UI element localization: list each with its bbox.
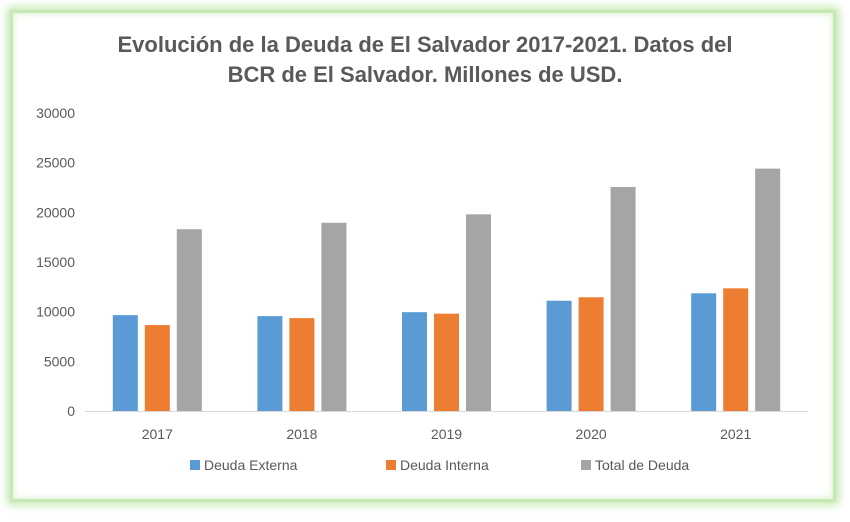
y-tick-label: 5000 bbox=[44, 353, 75, 369]
x-tick-label: 2020 bbox=[576, 426, 607, 442]
x-tick-label: 2021 bbox=[720, 426, 751, 442]
chart-title-line-2: BCR de El Salvador. Millones de USD. bbox=[227, 62, 623, 87]
bar-deuda-externa-2021 bbox=[691, 293, 717, 411]
y-axis: 30000 25000 20000 15000 10000 5000 0 bbox=[36, 105, 75, 419]
y-tick-label: 10000 bbox=[36, 304, 75, 320]
chart-title-line-1: Evolución de la Deuda de El Salvador 201… bbox=[117, 32, 733, 57]
y-tick-label: 0 bbox=[67, 403, 75, 419]
chart-frame bbox=[10, 10, 836, 502]
bar-total-de-deuda-2020 bbox=[610, 187, 636, 411]
x-tick-label: 2017 bbox=[142, 426, 173, 442]
legend-label: Deuda Externa bbox=[204, 457, 298, 473]
bar-deuda-externa-2017 bbox=[112, 315, 138, 411]
legend: Deuda Externa Deuda Interna Total de Deuda bbox=[190, 457, 689, 473]
legend-label: Deuda Interna bbox=[400, 457, 489, 473]
bar-deuda-externa-2019 bbox=[402, 312, 427, 411]
bar-deuda-externa-2020 bbox=[546, 300, 572, 411]
bars bbox=[112, 168, 781, 411]
legend-label: Total de Deuda bbox=[595, 457, 689, 473]
y-tick-label: 25000 bbox=[36, 155, 75, 171]
bar-total-de-deuda-2021 bbox=[755, 168, 781, 411]
bar-deuda-interna-2020 bbox=[578, 297, 604, 411]
y-tick-label: 15000 bbox=[36, 254, 75, 270]
x-tick-label: 2018 bbox=[286, 426, 317, 442]
legend-swatch bbox=[386, 460, 396, 470]
bar-deuda-interna-2019 bbox=[434, 313, 459, 411]
bar-deuda-externa-2018 bbox=[257, 316, 283, 411]
bar-deuda-interna-2017 bbox=[144, 325, 170, 411]
x-tick-label: 2019 bbox=[431, 426, 462, 442]
y-tick-label: 20000 bbox=[36, 204, 75, 220]
bar-total-de-deuda-2017 bbox=[176, 229, 202, 411]
bar-deuda-interna-2021 bbox=[723, 288, 749, 411]
bar-total-de-deuda-2019 bbox=[466, 214, 491, 411]
chart-title: Evolución de la Deuda de El Salvador 201… bbox=[0, 30, 850, 90]
bar-total-de-deuda-2018 bbox=[321, 222, 347, 411]
legend-swatch bbox=[190, 460, 200, 470]
bar-deuda-interna-2018 bbox=[289, 318, 315, 411]
y-tick-label: 30000 bbox=[36, 105, 75, 121]
legend-swatch bbox=[581, 460, 591, 470]
x-axis: 2017 2018 2019 2020 2021 bbox=[85, 411, 808, 442]
